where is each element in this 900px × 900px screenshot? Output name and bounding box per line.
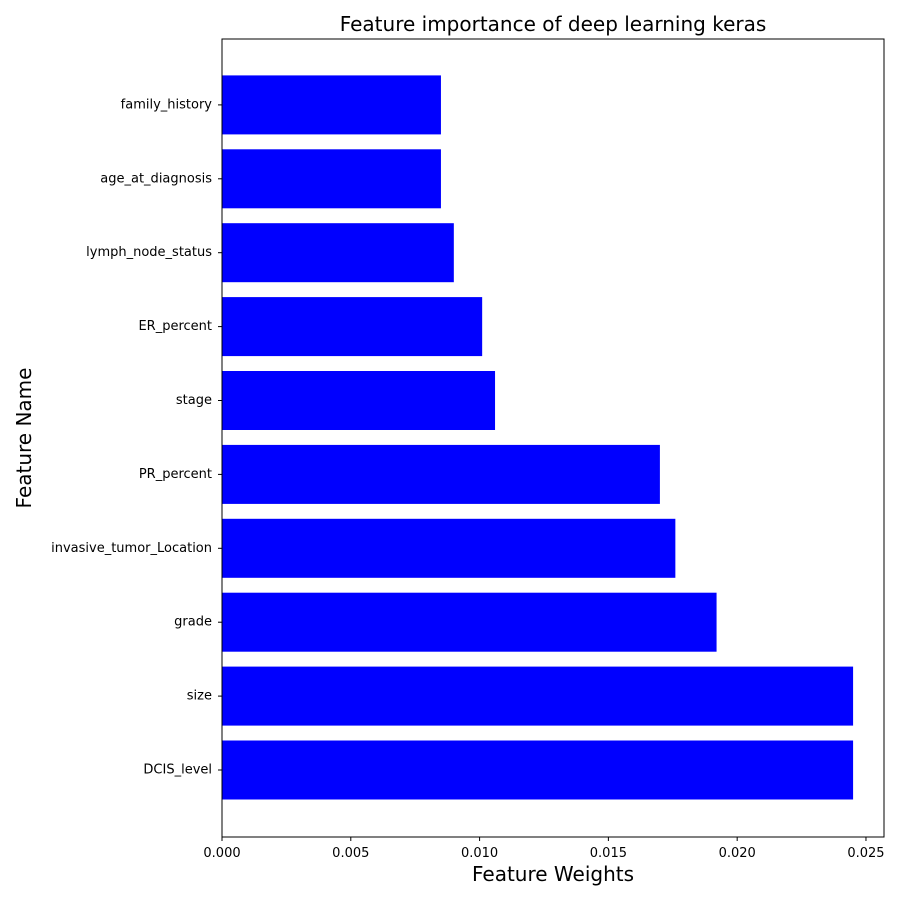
x-tick-label: 0.000 xyxy=(203,846,240,861)
y-tick-label: ER_percent xyxy=(138,319,212,334)
bars-group xyxy=(222,75,854,800)
bar-invasive-tumor-location xyxy=(222,518,676,578)
x-tick-label: 0.005 xyxy=(332,846,369,861)
plot-frame xyxy=(221,38,885,838)
x-tick-label: 0.015 xyxy=(590,846,627,861)
x-axis-label: Feature Weights xyxy=(472,862,634,886)
x-tick-label: 0.020 xyxy=(719,846,756,861)
y-tick-label: DCIS_level xyxy=(143,763,212,778)
y-tick-label: lymph_node_status xyxy=(86,245,212,260)
bar-lymph-node-status xyxy=(222,223,454,283)
y-tick-label: size xyxy=(187,689,212,704)
y-tick-label: stage xyxy=(176,393,212,408)
bar-dcis-level xyxy=(222,740,854,800)
bar-age-at-diagnosis xyxy=(222,149,441,209)
x-axis-ticks: 0.000 0.005 0.010 0.015 0.020 0.025 xyxy=(203,837,885,861)
y-tick-label: grade xyxy=(174,615,212,630)
bar-family-history xyxy=(222,75,441,135)
y-axis-label: Feature Name xyxy=(12,368,36,509)
y-tick-label: PR_percent xyxy=(139,467,212,482)
x-tick-label: 0.010 xyxy=(461,846,498,861)
y-tick-label: family_history xyxy=(121,97,213,112)
bar-pr-percent xyxy=(222,444,660,504)
bar-stage xyxy=(222,371,496,430)
chart-title: Feature importance of deep learning kera… xyxy=(340,12,767,36)
y-axis-ticks: DCIS_level size grade invasive_tumor_Locati… xyxy=(51,97,222,778)
x-tick-label: 0.025 xyxy=(847,846,884,861)
bar-er-percent xyxy=(222,297,483,357)
y-tick-label: invasive_tumor_Location xyxy=(51,541,212,556)
bar-grade xyxy=(222,592,717,652)
y-tick-label: age_at_diagnosis xyxy=(100,171,212,186)
bar-size xyxy=(222,666,854,726)
